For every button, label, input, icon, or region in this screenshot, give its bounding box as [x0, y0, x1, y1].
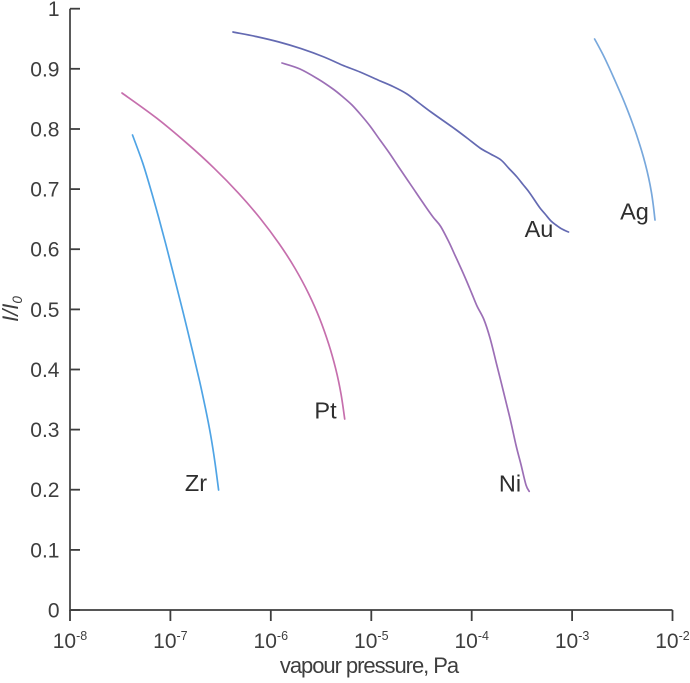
svg-text:I/I0: I/I0 [0, 296, 25, 322]
svg-text:0.8: 0.8 [30, 119, 59, 142]
svg-text:0.3: 0.3 [30, 419, 59, 442]
svg-text:0: 0 [48, 600, 60, 623]
svg-text:Ni: Ni [499, 471, 521, 497]
svg-text:10-4: 10-4 [454, 629, 489, 653]
svg-text:0.7: 0.7 [30, 179, 59, 202]
svg-text:0.6: 0.6 [30, 239, 59, 262]
svg-text:Au: Au [525, 216, 554, 242]
svg-text:0.9: 0.9 [30, 58, 59, 81]
svg-text:Ag: Ag [620, 199, 649, 225]
svg-text:1: 1 [48, 0, 60, 21]
svg-text:vapour pressure, Pa: vapour pressure, Pa [280, 653, 460, 678]
svg-text:0.1: 0.1 [30, 539, 59, 562]
svg-text:0.4: 0.4 [30, 359, 60, 382]
svg-text:Pt: Pt [314, 398, 337, 424]
svg-text:0.5: 0.5 [30, 299, 59, 322]
svg-text:0.2: 0.2 [30, 479, 59, 502]
svg-text:Zr: Zr [185, 470, 207, 496]
